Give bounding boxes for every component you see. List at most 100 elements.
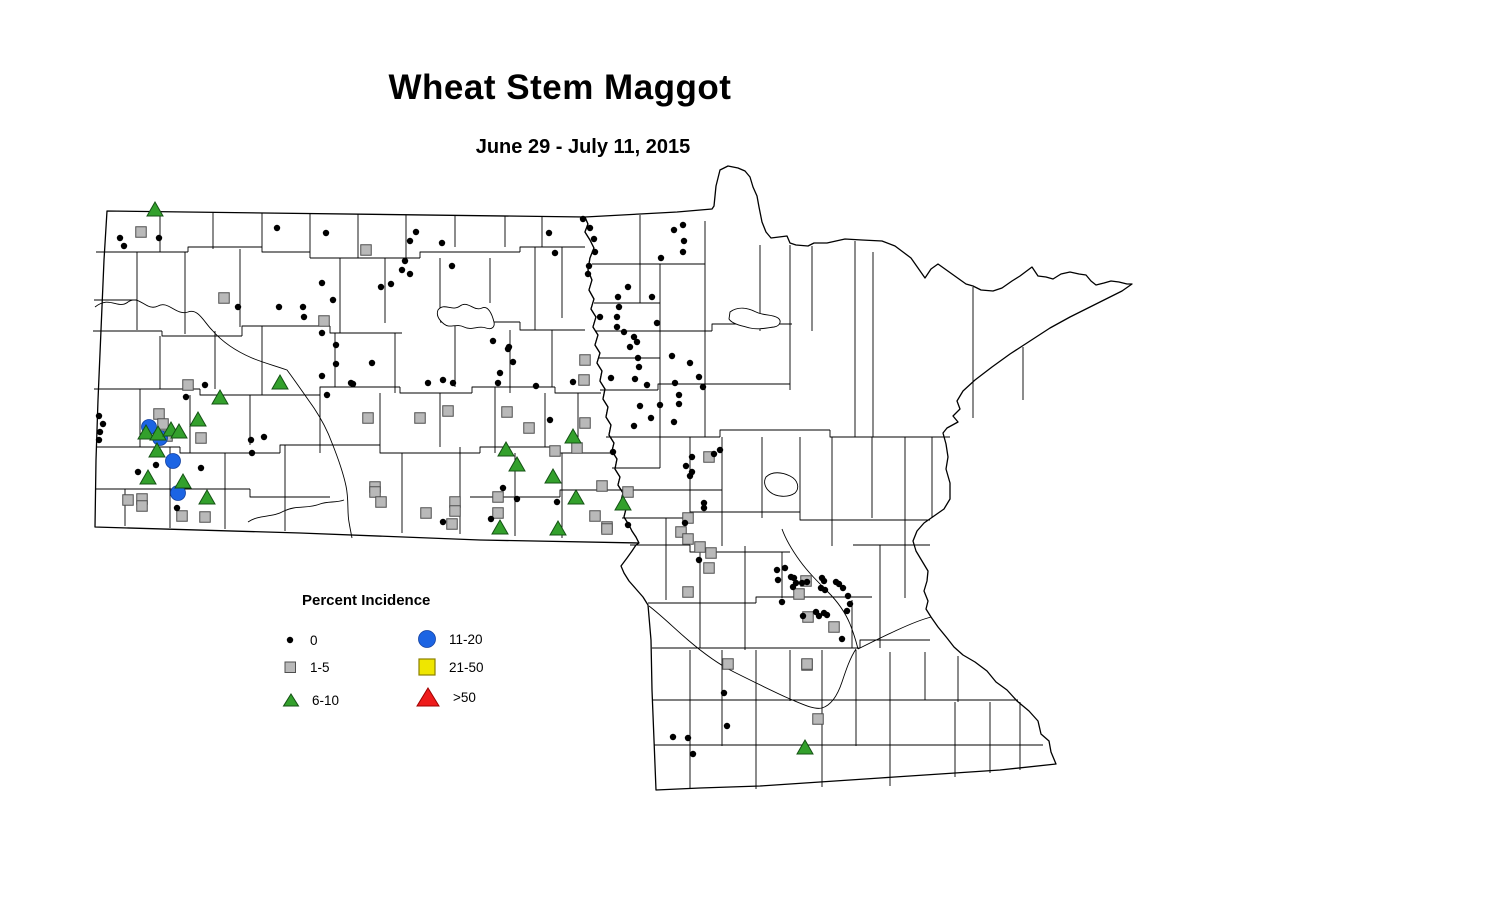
map-marker-0 (318, 329, 326, 337)
map-marker-1-5 (703, 562, 715, 574)
gray-square-icon (284, 661, 296, 673)
river-main-west (94, 299, 353, 539)
map-marker-0 (318, 279, 326, 287)
map-marker-0 (152, 461, 160, 469)
map-marker-0 (95, 436, 103, 444)
legend: Percent Incidence 0 1-5 6-10 11-20 (282, 588, 572, 728)
map-marker-1-5 (375, 496, 387, 508)
map-marker-1-5 (579, 354, 591, 366)
map-marker-1-5 (135, 226, 147, 238)
map-marker-0 (700, 504, 708, 512)
map-marker-1-5 (682, 533, 694, 545)
map-marker-6-10 (149, 424, 167, 441)
map-marker-0 (499, 484, 507, 492)
map-marker-0 (387, 280, 395, 288)
map-marker-1-5 (812, 713, 824, 725)
map-marker-0 (509, 358, 517, 366)
red-triangle-icon (416, 687, 440, 707)
map-marker-6-10 (564, 427, 582, 444)
map-marker-0 (182, 393, 190, 401)
legend-item-label: 0 (310, 632, 318, 648)
map-marker-0 (634, 354, 642, 362)
map-marker-0 (494, 379, 502, 387)
map-marker-1-5 (182, 379, 194, 391)
map-marker-6-10 (544, 467, 562, 484)
map-marker-1-5 (622, 486, 634, 498)
map-marker-0 (613, 313, 621, 321)
map-marker-6-10 (148, 441, 166, 458)
map-marker-6-10 (271, 373, 289, 390)
map-marker-1-5 (694, 541, 706, 553)
map-marker-6-10 (211, 388, 229, 405)
map-marker-0 (329, 296, 337, 304)
map-marker-0 (323, 391, 331, 399)
map-marker-0 (689, 750, 697, 758)
map-marker-6-10 (170, 422, 188, 439)
map-marker-0 (675, 400, 683, 408)
map-marker-6-10 (174, 472, 192, 489)
legend-item-2: 6-10 (282, 692, 339, 708)
legend-item-label: >50 (453, 689, 476, 705)
lake-northeast-west-state (436, 303, 495, 330)
blue-circle-icon (418, 630, 436, 648)
river-south-east-state (648, 605, 857, 709)
map-marker-0 (613, 323, 621, 331)
map-marker-0 (553, 498, 561, 506)
map-marker-1-5 (318, 315, 330, 327)
map-marker-0 (633, 338, 641, 346)
map-marker-0 (489, 337, 497, 345)
map-marker-0 (545, 229, 553, 237)
map-marker-1-5 (571, 442, 583, 454)
map-marker-0 (624, 521, 632, 529)
page-subtitle: June 29 - July 11, 2015 (475, 136, 691, 158)
map-marker-0 (551, 249, 559, 257)
map-marker-6-10 (146, 200, 164, 217)
map-marker-1-5 (492, 507, 504, 519)
map-marker-0 (846, 600, 854, 608)
map-marker-0 (626, 343, 634, 351)
map-marker-0 (569, 378, 577, 386)
legend-item-0: 0 (282, 632, 318, 648)
map-marker-6-10 (139, 468, 157, 485)
map-marker-1-5 (596, 480, 608, 492)
map-marker-0 (823, 611, 831, 619)
map-marker-0 (838, 635, 846, 643)
map-marker-1-5 (218, 292, 230, 304)
map-marker-0 (670, 226, 678, 234)
county-lines-west (93, 212, 622, 538)
lake-central-east-state (764, 472, 799, 497)
map-marker-0 (586, 224, 594, 232)
map-marker-0 (630, 333, 638, 341)
legend-item-1: 1-5 (282, 659, 330, 675)
map-marker-1-5 (449, 505, 461, 517)
map-marker-0 (607, 374, 615, 382)
map-marker-0 (671, 379, 679, 387)
map-marker-6-10 (508, 455, 526, 472)
map-marker-0 (532, 382, 540, 390)
map-marker-0 (773, 566, 781, 574)
map-marker-0 (620, 328, 628, 336)
map-marker-0 (699, 383, 707, 391)
map-marker-0 (318, 372, 326, 380)
map-marker-0 (700, 499, 708, 507)
map-marker-0 (670, 418, 678, 426)
map-marker-1-5 (369, 486, 381, 498)
legend-item-label: 6-10 (312, 692, 340, 708)
page-title: Wheat Stem Maggot (388, 68, 732, 107)
map-marker-0 (424, 379, 432, 387)
green-triangle-icon (282, 693, 300, 707)
map-marker-1-5 (601, 523, 613, 535)
map-marker-6-10 (549, 519, 567, 536)
map-marker-0 (835, 580, 843, 588)
map-marker-0 (260, 433, 268, 441)
data-markers-layer (95, 200, 854, 758)
map-marker-0 (679, 248, 687, 256)
map-marker-1-5 (722, 658, 734, 670)
river-metro-east-state (857, 616, 932, 650)
map-marker-0 (668, 352, 676, 360)
map-marker-1-5 (682, 586, 694, 598)
map-marker-0 (322, 229, 330, 237)
map-marker-6-10 (189, 410, 207, 427)
map-marker-0 (406, 237, 414, 245)
